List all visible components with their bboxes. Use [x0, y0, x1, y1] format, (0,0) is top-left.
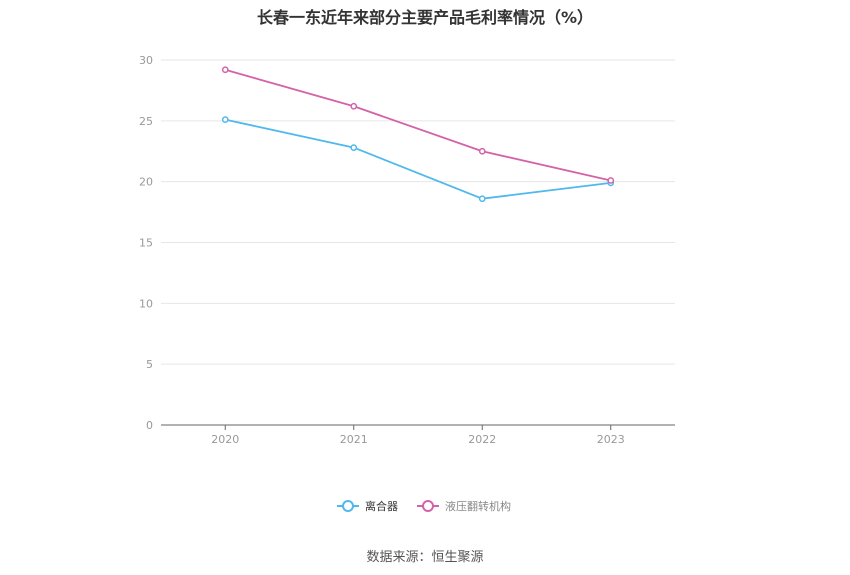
data-point[interactable] — [350, 102, 358, 110]
y-tick-label: 25 — [139, 115, 153, 128]
data-point[interactable] — [221, 116, 229, 123]
data-point[interactable] — [607, 177, 615, 184]
legend-label: 离合器 — [365, 499, 398, 513]
legend-item-0[interactable]: 离合器 — [337, 499, 398, 513]
series-line-1 — [225, 68, 611, 182]
y-tick-label: 20 — [139, 176, 153, 189]
data-point[interactable] — [478, 147, 486, 155]
legend: 离合器 液压翻转机构 — [337, 499, 511, 513]
chart-title: 长春一东近年来部分主要产品毛利率情况（%） — [256, 8, 594, 27]
legend-label: 液压翻转机构 — [445, 499, 511, 513]
x-tick-label: 2023 — [597, 433, 625, 446]
x-tick-label: 2022 — [468, 433, 496, 446]
source-note: 数据来源：恒生聚源 — [366, 550, 484, 565]
axes: 0 5 10 15 20 25 30 2020 2021 2022 2023 — [139, 54, 675, 446]
legend-item-1[interactable]: 液压翻转机构 — [417, 499, 511, 513]
data-point[interactable] — [350, 144, 358, 151]
x-tick-label: 2021 — [340, 433, 368, 446]
x-tick-label: 2020 — [211, 433, 239, 446]
data-point[interactable] — [221, 66, 229, 74]
series-group — [221, 66, 615, 203]
y-tick-label: 0 — [146, 419, 153, 432]
grid-lines — [161, 59, 675, 365]
y-tick-label: 30 — [139, 54, 153, 67]
legend-marker-swatch — [422, 500, 434, 512]
legend-marker-swatch — [342, 500, 354, 512]
y-tick-label: 5 — [146, 358, 153, 371]
series-line-0 — [225, 118, 611, 200]
y-tick-label: 15 — [139, 237, 153, 250]
data-point[interactable] — [478, 195, 486, 203]
y-tick-label: 10 — [139, 297, 153, 310]
